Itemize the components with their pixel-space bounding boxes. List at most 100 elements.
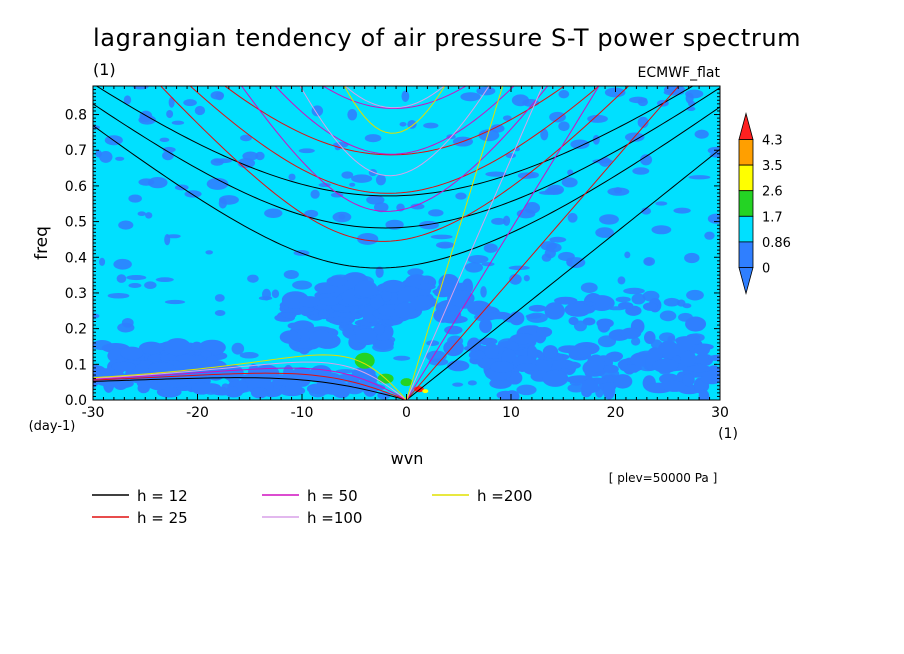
heat-blob xyxy=(661,380,688,392)
gravity-wave-curve xyxy=(240,86,549,212)
heat-blob xyxy=(309,383,336,395)
heat-blob xyxy=(357,233,379,245)
heat-blob xyxy=(428,209,444,217)
heat-blob xyxy=(299,296,321,308)
heat-blob xyxy=(299,305,315,313)
y-unit-label: (day-1) xyxy=(29,419,76,434)
heat-blob xyxy=(206,177,229,190)
heat-blob xyxy=(643,331,656,345)
heat-blob xyxy=(587,114,608,123)
legend-label: h = 12 xyxy=(137,487,188,505)
gravity-wave-curve xyxy=(93,87,720,229)
y-tick-label: 0.4 xyxy=(65,250,87,266)
y-axis-label: freq xyxy=(32,226,52,260)
heat-blob xyxy=(447,360,470,372)
heat-blob xyxy=(281,312,297,319)
heat-blob xyxy=(107,292,130,299)
x-tick-label: 20 xyxy=(607,405,625,421)
heat-blob xyxy=(682,373,695,387)
heat-blob xyxy=(564,302,591,317)
heat-blob xyxy=(631,293,646,305)
heat-blob xyxy=(205,250,213,255)
heat-blob xyxy=(480,286,487,298)
heat-blob xyxy=(279,330,302,344)
heat-blob xyxy=(292,280,313,290)
axis-ticks: -30 -20 -10 0 10 20 30 0.0 0.1 0.2 0.3 0.4 0.5 0.6 0.7… xyxy=(65,85,729,421)
heat-blob xyxy=(511,94,530,107)
heat-blob xyxy=(331,304,347,311)
heat-blob xyxy=(541,253,552,262)
heat-blob xyxy=(508,265,530,271)
heat-blob xyxy=(362,380,378,397)
heat-blob xyxy=(581,379,599,394)
heat-blob xyxy=(694,129,709,139)
heat-blob xyxy=(460,92,481,102)
heat-blob xyxy=(113,258,132,270)
heat-blob xyxy=(111,361,136,372)
heat-blob xyxy=(536,326,553,338)
heat-blob xyxy=(644,257,653,266)
colorbar-label: 2.6 xyxy=(762,185,783,200)
heat-blob xyxy=(375,266,384,278)
legend-label: h = 25 xyxy=(137,509,188,527)
x-tick-label: 10 xyxy=(502,405,520,421)
colorbar-label: 3.5 xyxy=(762,159,783,174)
heat-blob xyxy=(592,158,613,164)
heat-blob xyxy=(481,262,495,267)
heat-blob xyxy=(496,390,515,400)
heat-blob xyxy=(509,273,522,285)
heat-blob xyxy=(218,195,239,205)
heat-blob xyxy=(201,350,212,358)
heat-blob xyxy=(540,128,549,141)
heat-blob xyxy=(326,316,352,323)
heat-blob xyxy=(630,337,641,346)
heat-blob xyxy=(568,345,592,359)
heat-blob xyxy=(686,289,704,301)
heat-blob xyxy=(381,279,406,293)
colorbar-label: 0 xyxy=(762,262,770,277)
kelvin-curve xyxy=(406,86,680,400)
heat-blob xyxy=(698,389,710,400)
heat-blob xyxy=(704,231,715,240)
heat-blob xyxy=(490,361,514,373)
heat-blob xyxy=(686,365,712,373)
heat-blob xyxy=(567,383,585,393)
heat-blob xyxy=(586,354,606,373)
heat-blob xyxy=(309,329,333,348)
colorbar: 0 0.86 1.7 2.6 3.5 4.3 xyxy=(738,111,791,296)
gravity-wave-curve xyxy=(224,86,566,156)
heat-blob xyxy=(642,302,658,311)
colorbar-label: 1.7 xyxy=(762,210,783,225)
colorbar-segment xyxy=(738,215,754,243)
heat-blob xyxy=(580,282,598,293)
gravity-wave-curve xyxy=(344,86,445,109)
heat-blob xyxy=(318,309,330,320)
heat-blob xyxy=(164,299,186,305)
gravity-wave-curve xyxy=(159,86,630,242)
heat-blob xyxy=(620,327,642,339)
heat-blob xyxy=(502,115,512,121)
heat-blob xyxy=(604,87,626,98)
heat-blob xyxy=(164,338,192,356)
heat-blob xyxy=(99,257,106,266)
heat-blob xyxy=(166,234,181,239)
heat-blob xyxy=(437,304,448,318)
heat-blob xyxy=(155,277,174,283)
heat-blob xyxy=(311,105,324,117)
heat-blob xyxy=(685,92,694,104)
heat-blob xyxy=(332,211,352,223)
heat-blob xyxy=(215,92,224,101)
heat-blob xyxy=(567,212,578,223)
colorbar-min-arrow xyxy=(738,267,754,296)
heat-blob xyxy=(612,374,633,389)
heat-blob xyxy=(688,175,711,180)
heat-blob xyxy=(515,363,538,372)
kelvin-curve xyxy=(406,86,544,400)
heat-blob xyxy=(304,209,319,218)
heat-blob xyxy=(222,365,244,382)
rossby-curve xyxy=(93,372,407,400)
heat-blob xyxy=(489,377,512,389)
heat-blob xyxy=(271,289,280,299)
heat-blob xyxy=(663,297,680,307)
